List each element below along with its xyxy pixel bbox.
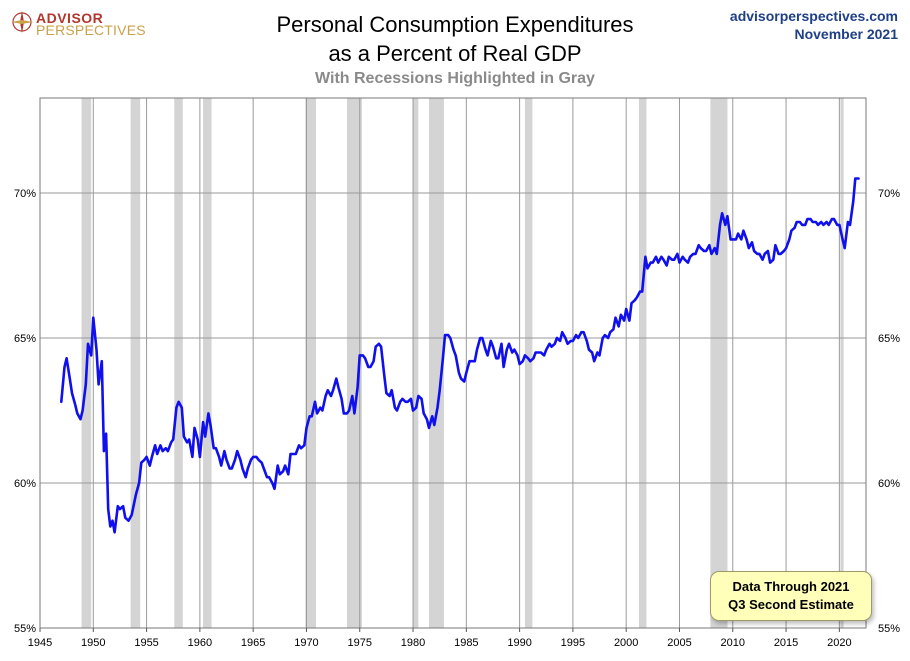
recession-band — [524, 98, 533, 628]
x-tick-label: 1960 — [188, 637, 212, 649]
chart-subtitle: With Recessions Highlighted in Gray — [315, 70, 595, 87]
chart-title-line1: Personal Consumption Expenditures — [276, 12, 634, 37]
recession-band — [130, 98, 141, 628]
x-tick-label: 1970 — [294, 637, 318, 649]
y-tick-label-left: 70% — [14, 188, 36, 200]
y-tick-label-right: 55% — [878, 623, 900, 635]
data-through-note: Data Through 2021 Q3 Second Estimate — [710, 571, 872, 621]
x-tick-label: 1995 — [561, 637, 585, 649]
y-tick-label-right: 70% — [878, 188, 900, 200]
x-tick-label: 1975 — [347, 637, 371, 649]
recession-band — [710, 98, 728, 628]
x-tick-label: 2015 — [774, 637, 798, 649]
x-tick-label: 1965 — [241, 637, 265, 649]
logo-word-perspectives: PERSPECTIVES — [36, 22, 146, 38]
chart-gridlines — [40, 98, 866, 628]
recession-bands — [81, 98, 844, 628]
y-tick-label-right: 65% — [878, 333, 900, 345]
x-axis-ticks: 1945 1950 1955 1960 1965 1970 1975 1980 1985 1990… — [28, 628, 852, 649]
x-tick-label: 1990 — [507, 637, 531, 649]
compass-rose-icon — [11, 11, 33, 33]
recession-band — [638, 98, 647, 628]
chart-title-line2: as a Percent of Real GDP — [328, 41, 582, 66]
y-axis-ticks: 55% 55% 60% 60% 65% 65% 70% 70% — [14, 188, 900, 635]
recession-band — [346, 98, 362, 628]
x-tick-label: 1980 — [401, 637, 425, 649]
pce-gdp-series-line — [60, 177, 860, 534]
y-tick-label-right: 60% — [878, 478, 900, 490]
recession-band — [305, 98, 317, 628]
note-line1: Data Through 2021 — [732, 579, 850, 594]
x-tick-label: 1950 — [81, 637, 105, 649]
x-tick-label: 1985 — [454, 637, 478, 649]
source-date: November 2021 — [794, 26, 898, 42]
recession-band — [429, 98, 444, 628]
source-website: advisorperspectives.com — [729, 8, 898, 24]
x-tick-label: 2000 — [614, 637, 638, 649]
x-tick-label: 1945 — [28, 637, 52, 649]
recession-band — [840, 98, 844, 628]
x-tick-label: 2010 — [721, 637, 745, 649]
note-line2: Q3 Second Estimate — [728, 597, 854, 612]
x-tick-label: 1955 — [134, 637, 158, 649]
y-tick-label-left: 60% — [14, 478, 36, 490]
recession-band — [413, 98, 419, 628]
recession-band — [174, 98, 183, 628]
x-tick-label: 2020 — [827, 637, 851, 649]
logo-word-advisor: ADVISOR — [36, 10, 104, 26]
advisor-perspectives-logo: ADVISOR PERSPECTIVES — [10, 10, 146, 39]
plot-area-frame — [39, 97, 867, 629]
y-tick-label-left: 65% — [14, 333, 36, 345]
y-tick-label-left: 55% — [14, 623, 36, 635]
recession-band — [203, 98, 212, 628]
x-tick-label: 2005 — [667, 637, 691, 649]
